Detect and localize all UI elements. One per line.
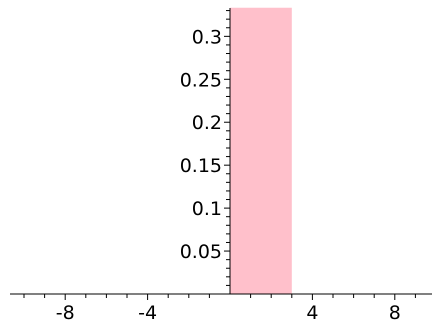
tick-labels-layer: -8 -4 4 8 0.05 0.1 0.15 0.2 0.25 0.3 xyxy=(56,26,401,324)
y-tick-label: 0.25 xyxy=(180,69,222,91)
y-tick-label: 0.3 xyxy=(192,26,222,48)
x-tick-label: -8 xyxy=(56,302,75,324)
axes-layer xyxy=(10,8,432,295)
y-tick-label: 0.1 xyxy=(192,198,222,220)
y-tick-label: 0.15 xyxy=(180,155,222,177)
ticks-layer xyxy=(23,10,416,300)
x-tick-label: 8 xyxy=(389,302,401,324)
x-tick-label: -4 xyxy=(138,302,157,324)
bar-0 xyxy=(230,7,292,295)
bars-layer xyxy=(230,7,292,295)
y-tick-label: 0.05 xyxy=(180,241,222,263)
x-tick-label: 4 xyxy=(306,302,318,324)
y-tick-label: 0.2 xyxy=(192,112,222,134)
